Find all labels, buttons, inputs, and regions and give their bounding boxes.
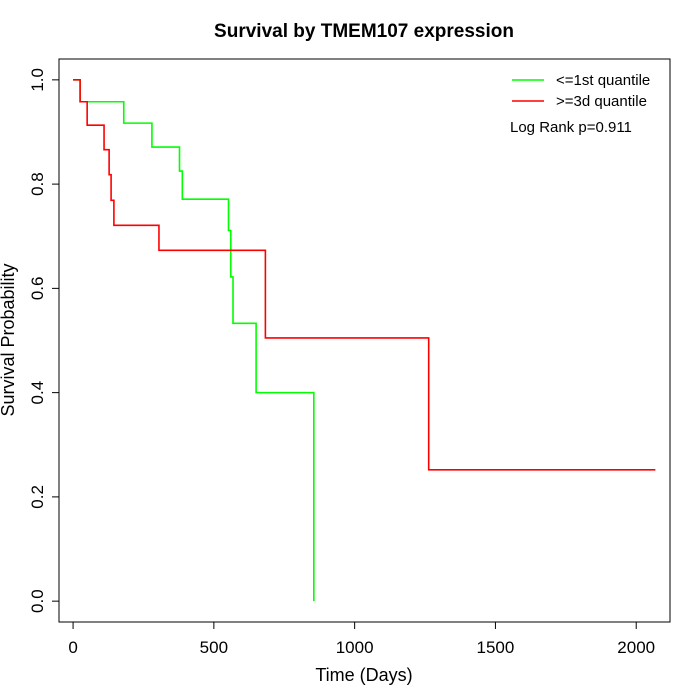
x-tick-label: 1500 bbox=[477, 638, 515, 657]
x-tick-label: 0 bbox=[68, 638, 77, 657]
y-tick-label: 0.0 bbox=[28, 589, 47, 613]
legend-label-1: >=3d quantile bbox=[556, 93, 647, 110]
x-axis-label: Time (Days) bbox=[315, 665, 412, 685]
chart-title: Survival by TMEM107 expression bbox=[214, 21, 514, 42]
x-tick-label: 2000 bbox=[617, 638, 655, 657]
plot-area-frame bbox=[58, 58, 671, 623]
y-tick-label: 0.2 bbox=[28, 485, 47, 509]
y-axis-label: Survival Probability bbox=[0, 263, 18, 416]
x-tick-label: 1000 bbox=[336, 638, 374, 657]
series-layer bbox=[73, 79, 656, 602]
series-line-0 bbox=[73, 79, 315, 602]
legend-label-0: <=1st quantile bbox=[556, 72, 650, 89]
x-tick-label: 500 bbox=[200, 638, 228, 657]
y-tick-label: 0.6 bbox=[28, 277, 47, 301]
y-tick-label: 1.0 bbox=[28, 68, 47, 92]
x-axis: 0 500 1000 1500 2000 bbox=[68, 621, 655, 657]
y-tick-label: 0.4 bbox=[28, 381, 47, 405]
legend: <=1st quantile >=3d quantile bbox=[512, 72, 650, 110]
y-axis: 0.0 0.2 0.4 0.6 0.8 1.0 bbox=[28, 68, 60, 613]
log-rank-annotation: Log Rank p=0.911 bbox=[510, 119, 632, 136]
series-line-1 bbox=[73, 79, 656, 471]
y-tick-label: 0.8 bbox=[28, 172, 47, 196]
